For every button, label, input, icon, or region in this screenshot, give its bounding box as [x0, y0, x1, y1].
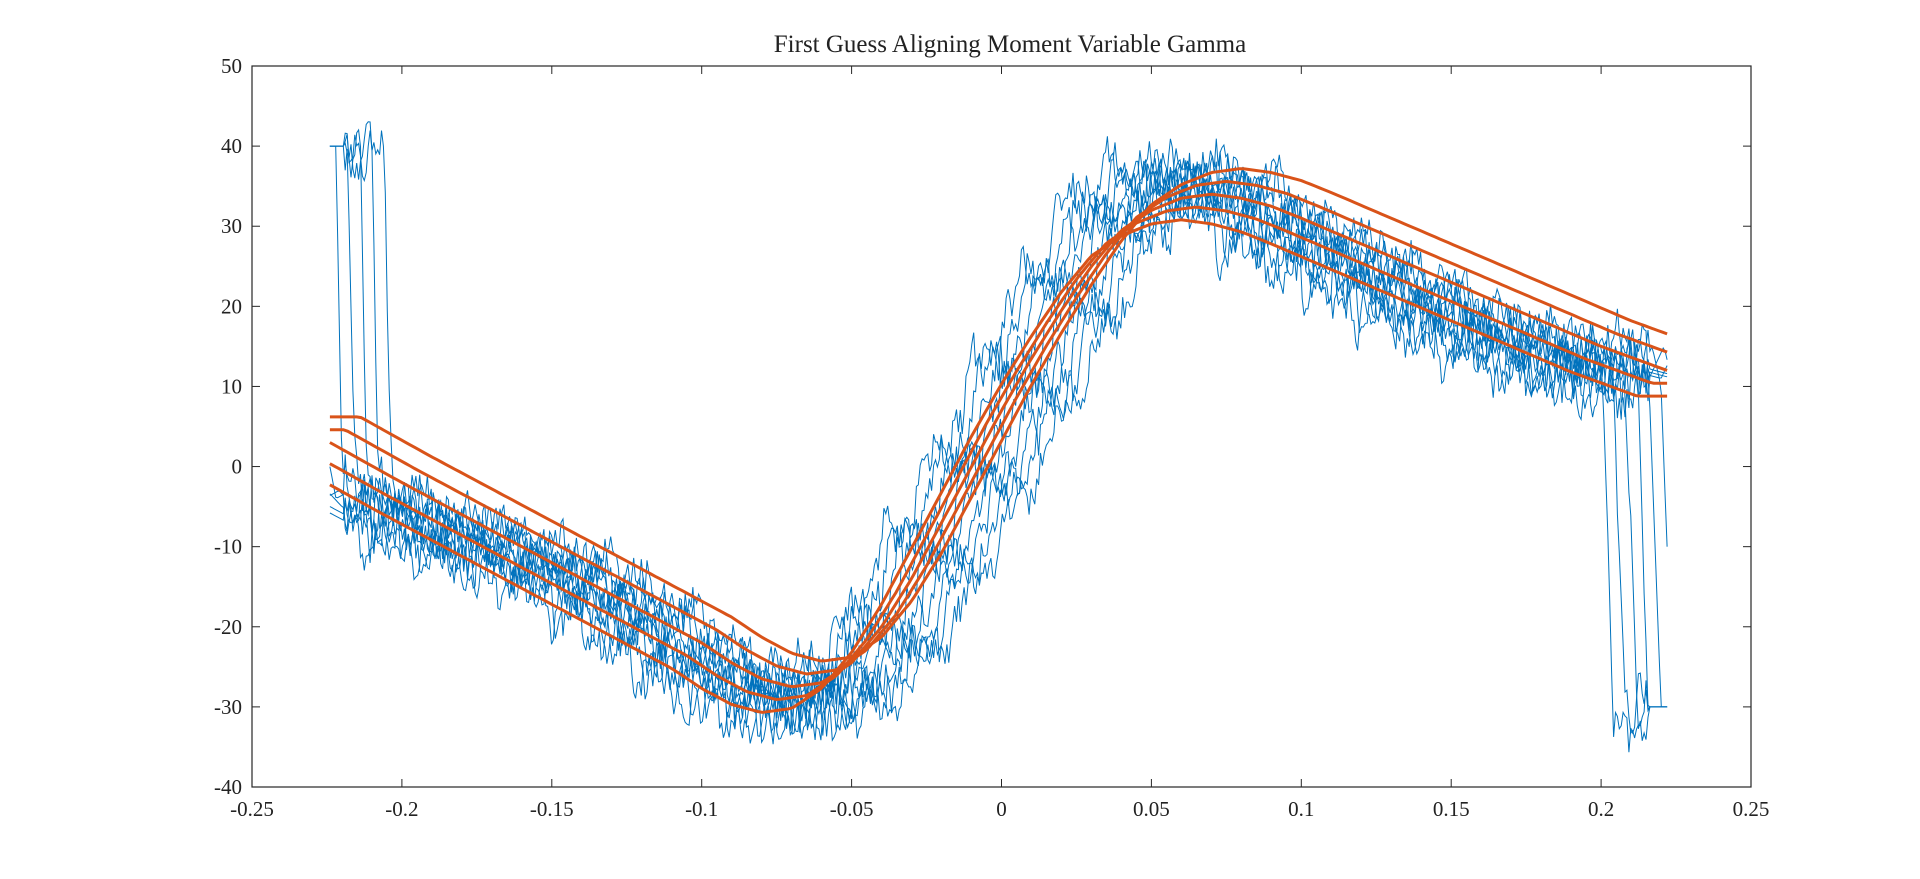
x-tick-label: -0.25	[230, 797, 274, 821]
x-tick-label: 0.1	[1288, 797, 1314, 821]
y-tick-label: 30	[221, 214, 242, 238]
x-tick-label: 0.05	[1133, 797, 1170, 821]
measured-trace	[329, 141, 1668, 745]
x-tick-label: -0.1	[685, 797, 718, 821]
measured-trace	[329, 130, 1668, 739]
fit-curve	[329, 167, 1668, 663]
measured-trace	[329, 136, 1668, 753]
x-tick-label: 0	[996, 797, 1007, 821]
x-tick-label: -0.05	[830, 797, 874, 821]
measured-trace	[329, 138, 1668, 744]
fit-curve	[329, 192, 1668, 689]
measured-series	[329, 121, 1668, 753]
measured-trace	[329, 145, 1668, 741]
fit-series	[329, 167, 1668, 714]
x-tick-label: 0.2	[1588, 797, 1614, 821]
fit-curve	[329, 205, 1668, 701]
measured-trace	[329, 145, 1668, 737]
plot-area: -0.25 -0.2 -0.15 -0.1 -0.05 0 0.05 0.1 0.15 0.2 0.…	[214, 54, 1769, 821]
y-tick-label: -10	[214, 535, 242, 559]
x-tick-label: 0.25	[1733, 797, 1770, 821]
y-axis: -40 -30 -20 -10 0 10 20 30 40 50	[214, 54, 1751, 799]
fit-curve	[329, 218, 1668, 714]
y-tick-label: -30	[214, 695, 242, 719]
y-tick-label: 20	[221, 294, 242, 318]
x-tick-label: 0.15	[1433, 797, 1470, 821]
x-tick-label: -0.15	[530, 797, 574, 821]
chart-title: First Guess Aligning Moment Variable Gam…	[774, 31, 1246, 58]
y-tick-label: 10	[221, 374, 242, 398]
x-tick-label: -0.2	[385, 797, 418, 821]
fit-curve	[329, 179, 1668, 676]
measured-trace	[329, 148, 1668, 737]
y-tick-label: -20	[214, 615, 242, 639]
y-tick-label: 40	[221, 134, 242, 158]
measured-trace	[329, 142, 1668, 740]
measured-trace	[329, 128, 1668, 742]
y-tick-label: -40	[214, 775, 242, 799]
y-tick-label: 0	[232, 455, 243, 479]
y-tick-label: 50	[221, 54, 242, 78]
x-axis: -0.25 -0.2 -0.15 -0.1 -0.05 0 0.05 0.1 0.15 0.2 0.…	[230, 66, 1769, 821]
